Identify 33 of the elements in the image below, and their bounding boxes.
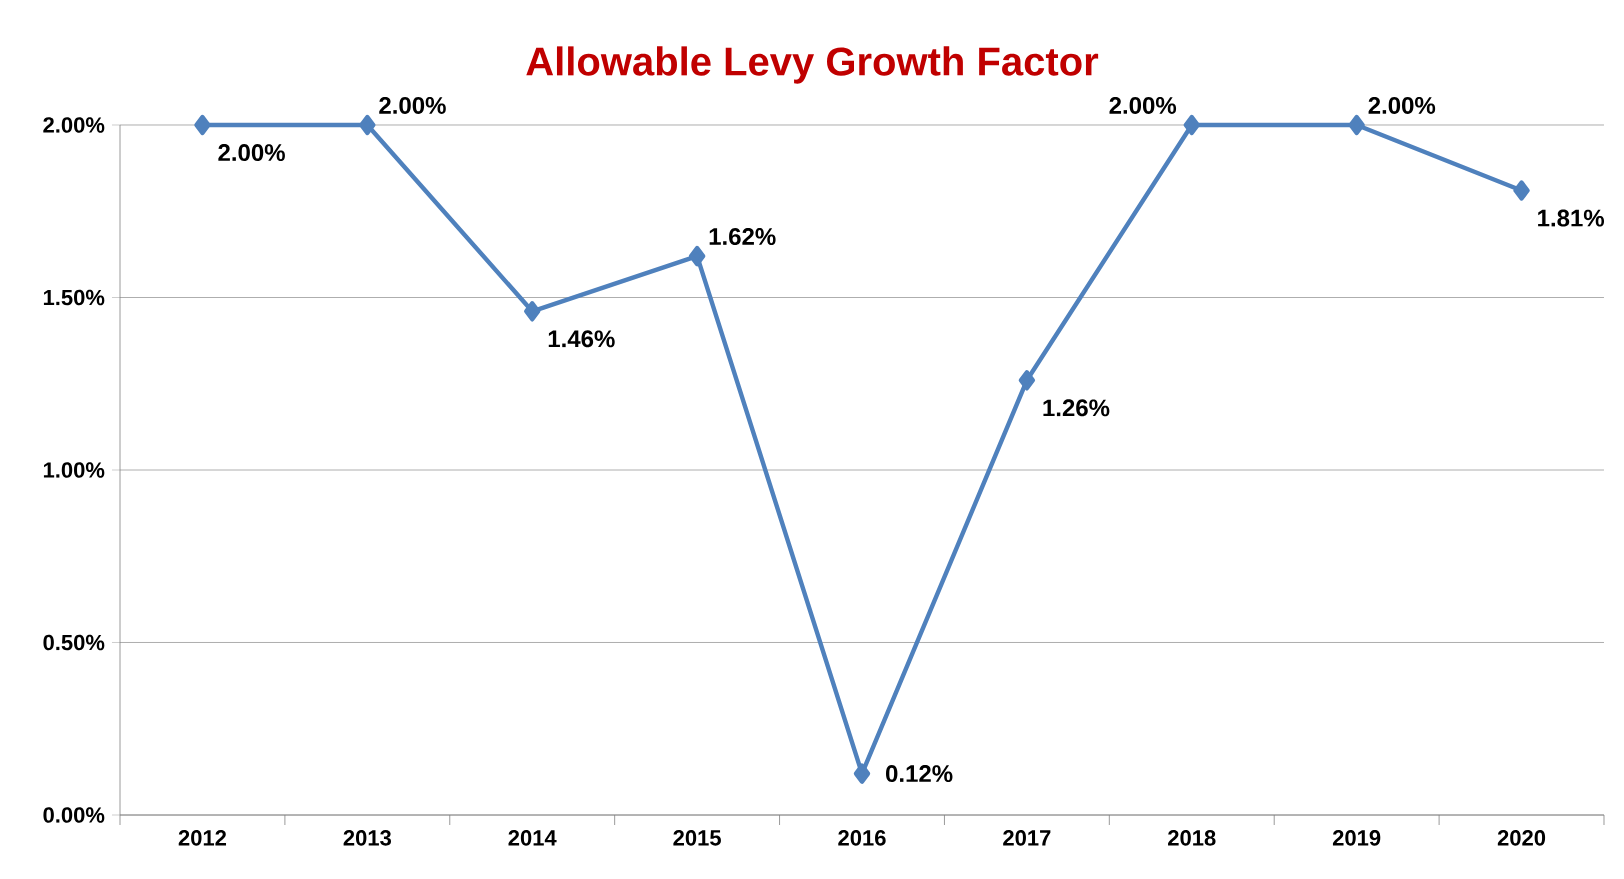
data-label: 2.00% xyxy=(218,144,285,162)
point xyxy=(688,245,706,267)
y-tick-label: 1.00% xyxy=(43,462,105,478)
x-tick-label: 2012 xyxy=(178,830,227,846)
point xyxy=(853,763,871,784)
data-label: 2.00% xyxy=(1109,96,1177,114)
y-tick-label: 2.00% xyxy=(43,117,105,133)
point xyxy=(194,114,211,136)
y-tick-label: 0.50% xyxy=(43,634,105,651)
point xyxy=(1183,114,1200,136)
chart-title: Allowable Levy Growth Factor xyxy=(526,46,1099,84)
point xyxy=(1018,370,1036,391)
x-tick-label: 2015 xyxy=(673,830,721,846)
x-tick-label: 2019 xyxy=(1332,830,1381,846)
x-tick-label: 2014 xyxy=(508,830,557,846)
point xyxy=(524,301,541,322)
point xyxy=(359,114,376,136)
x-tick-label: 2017 xyxy=(1003,830,1051,846)
data-label: 1.26% xyxy=(1043,399,1110,417)
data-label: 0.12% xyxy=(886,765,953,783)
point xyxy=(1513,180,1530,201)
data-label: 2.00% xyxy=(379,96,446,114)
data-label: 2.00% xyxy=(1368,96,1436,114)
x-tick-label: 2013 xyxy=(343,830,392,846)
x-tick-label: 2020 xyxy=(1497,830,1546,846)
data-label: 1.46% xyxy=(548,330,615,348)
x-tick-label: 2018 xyxy=(1168,830,1216,846)
x-tick-label: 2016 xyxy=(838,830,886,846)
y-tick-label: 0.00% xyxy=(43,807,105,823)
data-label: 1.62% xyxy=(709,228,776,246)
y-tick-label: 1.50% xyxy=(43,289,105,306)
point xyxy=(1348,114,1365,136)
data-label: 1.81% xyxy=(1538,209,1605,227)
